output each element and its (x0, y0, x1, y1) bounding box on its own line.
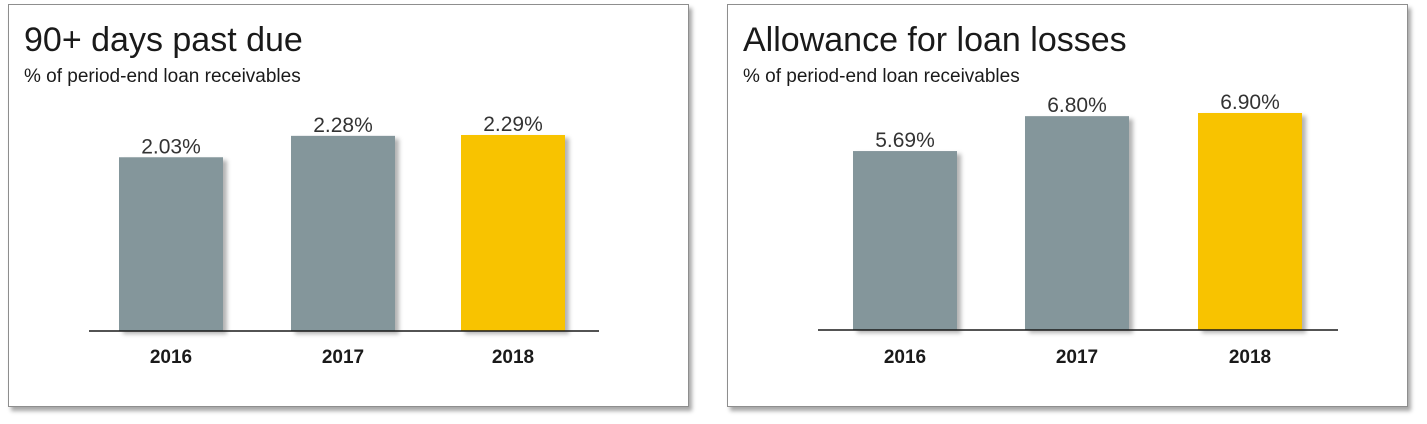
category-label-2018: 2018 (1229, 347, 1271, 368)
category-label-2016: 2016 (150, 347, 192, 368)
chart-panel-allowance: Allowance for loan losses % of period-en… (727, 4, 1408, 407)
bar-chart-past-due: 2.03% 2016 2.28% 2017 2.29% 2018 (89, 113, 599, 368)
bar-2016 (119, 157, 223, 331)
chart-subtitle: % of period-end loan receivables (743, 66, 1020, 87)
chart-subtitle: % of period-end loan receivables (24, 66, 301, 87)
data-label-2017: 2.28% (313, 114, 373, 137)
data-label-2016: 2.03% (141, 135, 201, 158)
data-label-2018: 2.29% (483, 113, 543, 136)
bar-chart-allowance: 5.69% 2016 6.80% 2017 6.90% 2018 (818, 91, 1338, 368)
chart-title: 90+ days past due (24, 21, 303, 59)
category-label-2016: 2016 (884, 347, 926, 368)
category-label-2017: 2017 (1056, 347, 1098, 368)
data-label-2018: 6.90% (1220, 91, 1280, 114)
bar-2018 (1198, 113, 1302, 330)
chart-panel-past-due: 90+ days past due % of period-end loan r… (8, 4, 689, 407)
bar-2016 (853, 151, 957, 330)
data-label-2016: 5.69% (875, 129, 935, 152)
bar-2018 (461, 135, 565, 331)
category-label-2017: 2017 (322, 347, 364, 368)
bar-2017 (291, 135, 395, 331)
bar-2017 (1025, 116, 1129, 330)
data-label-2017: 6.80% (1047, 94, 1107, 117)
category-label-2018: 2018 (492, 347, 534, 368)
chart-title: Allowance for loan losses (743, 21, 1127, 59)
